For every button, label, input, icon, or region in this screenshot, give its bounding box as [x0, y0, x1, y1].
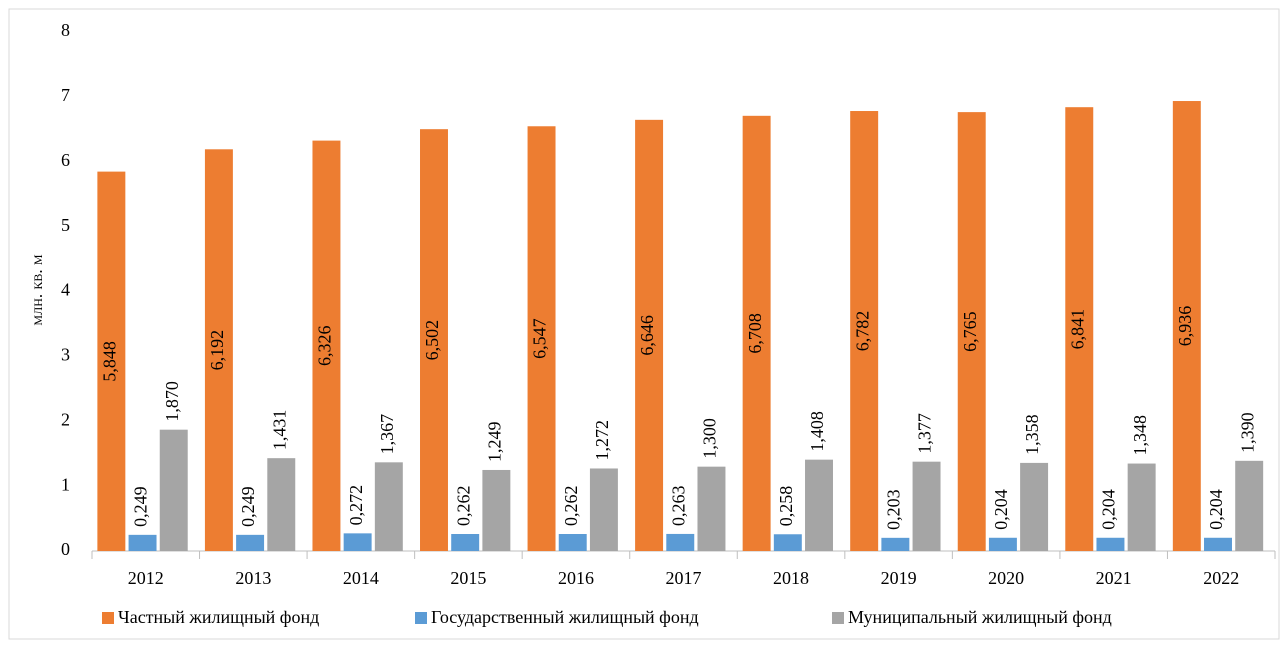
- legend-swatch: [415, 612, 427, 624]
- value-label: 1,300: [700, 418, 720, 459]
- value-label: 6,326: [315, 326, 335, 367]
- value-label: 0,204: [1206, 489, 1226, 530]
- y-tick-label: 3: [61, 345, 70, 365]
- value-label: 6,765: [960, 311, 980, 352]
- legend-swatch: [102, 612, 114, 624]
- bar: [236, 534, 265, 551]
- value-label: 1,272: [592, 420, 612, 461]
- y-tick-label: 8: [61, 20, 70, 40]
- bar: [312, 140, 341, 551]
- x-tick-label: 2019: [881, 568, 917, 588]
- bar: [1020, 462, 1049, 551]
- bar: [97, 171, 126, 551]
- bar: [1065, 107, 1094, 551]
- value-label: 5,848: [99, 341, 119, 382]
- value-label: 1,390: [1237, 412, 1257, 453]
- bar: [159, 429, 188, 551]
- legend-swatch: [832, 612, 844, 624]
- x-tick-label: 2017: [666, 568, 702, 588]
- bar: [773, 534, 802, 551]
- bar: [420, 129, 448, 552]
- y-tick-label: 6: [61, 150, 70, 170]
- legend-label: Частный жилищный фонд: [118, 607, 319, 627]
- y-tick-label: 0: [61, 539, 70, 559]
- value-label: 6,841: [1067, 309, 1087, 350]
- value-label: 1,367: [377, 414, 397, 455]
- value-label: 6,936: [1175, 306, 1195, 347]
- legend-label: Муниципальный жилищный фонд: [848, 607, 1112, 627]
- value-label: 1,870: [162, 381, 182, 422]
- value-label: 1,431: [269, 410, 289, 451]
- bar: [1204, 537, 1232, 551]
- bar: [589, 468, 618, 551]
- value-label: 0,249: [238, 486, 258, 527]
- value-label: 0,204: [1099, 489, 1119, 530]
- value-label: 1,408: [807, 411, 827, 452]
- bar: [204, 149, 233, 551]
- x-tick-label: 2015: [450, 568, 486, 588]
- bar: [267, 458, 296, 551]
- y-tick-label: 5: [61, 215, 70, 235]
- legend-label: Государственный жилищный фонд: [431, 607, 699, 627]
- value-label: 6,547: [530, 318, 550, 359]
- y-tick-label: 2: [61, 409, 70, 429]
- value-label: 0,272: [346, 485, 366, 526]
- bar: [635, 119, 664, 551]
- bar: [558, 534, 587, 551]
- value-label: 1,348: [1130, 415, 1150, 456]
- bar: [697, 466, 726, 551]
- value-label: 0,263: [668, 485, 688, 526]
- bar: [1235, 460, 1264, 551]
- x-tick-label: 2016: [558, 568, 594, 588]
- x-tick-label: 2022: [1203, 568, 1239, 588]
- bar: [1127, 463, 1156, 551]
- x-tick-label: 2021: [1096, 568, 1132, 588]
- bar: [988, 537, 1017, 551]
- bar: [666, 533, 695, 551]
- value-label: 6,192: [207, 330, 227, 371]
- bar: [482, 469, 511, 551]
- bar: [850, 111, 879, 551]
- bar: [1096, 537, 1125, 551]
- bar: [1172, 101, 1201, 551]
- value-label: 0,203: [883, 489, 903, 530]
- value-label: 6,708: [745, 313, 765, 354]
- bar: [881, 537, 910, 551]
- bar: [527, 126, 556, 552]
- value-label: 0,204: [991, 489, 1011, 529]
- y-tick-label: 4: [61, 280, 70, 300]
- x-tick-label: 2014: [343, 568, 379, 588]
- x-tick-label: 2020: [988, 568, 1024, 588]
- bar: [128, 534, 157, 551]
- value-label: 0,249: [131, 486, 151, 527]
- x-tick-label: 2012: [128, 568, 164, 588]
- bar: [343, 533, 372, 551]
- value-label: 1,358: [1022, 414, 1042, 455]
- y-axis-label: млн. кв. м: [27, 254, 46, 325]
- bar: [805, 459, 833, 551]
- x-tick-label: 2018: [773, 568, 809, 588]
- value-label: 1,377: [915, 413, 935, 454]
- value-label: 6,646: [637, 315, 657, 356]
- bar: [451, 534, 480, 551]
- value-label: 6,502: [422, 320, 442, 361]
- value-label: 0,262: [453, 486, 473, 527]
- x-tick-label: 2013: [235, 568, 271, 588]
- value-label: 0,262: [561, 486, 581, 527]
- y-tick-label: 1: [61, 474, 70, 494]
- value-label: 0,258: [776, 486, 796, 527]
- value-label: 1,249: [484, 421, 504, 462]
- bar: [912, 461, 941, 551]
- y-tick-label: 7: [61, 85, 70, 105]
- value-label: 6,782: [852, 311, 872, 352]
- bar: [957, 112, 986, 551]
- bar: [742, 115, 771, 552]
- bar: [374, 462, 403, 551]
